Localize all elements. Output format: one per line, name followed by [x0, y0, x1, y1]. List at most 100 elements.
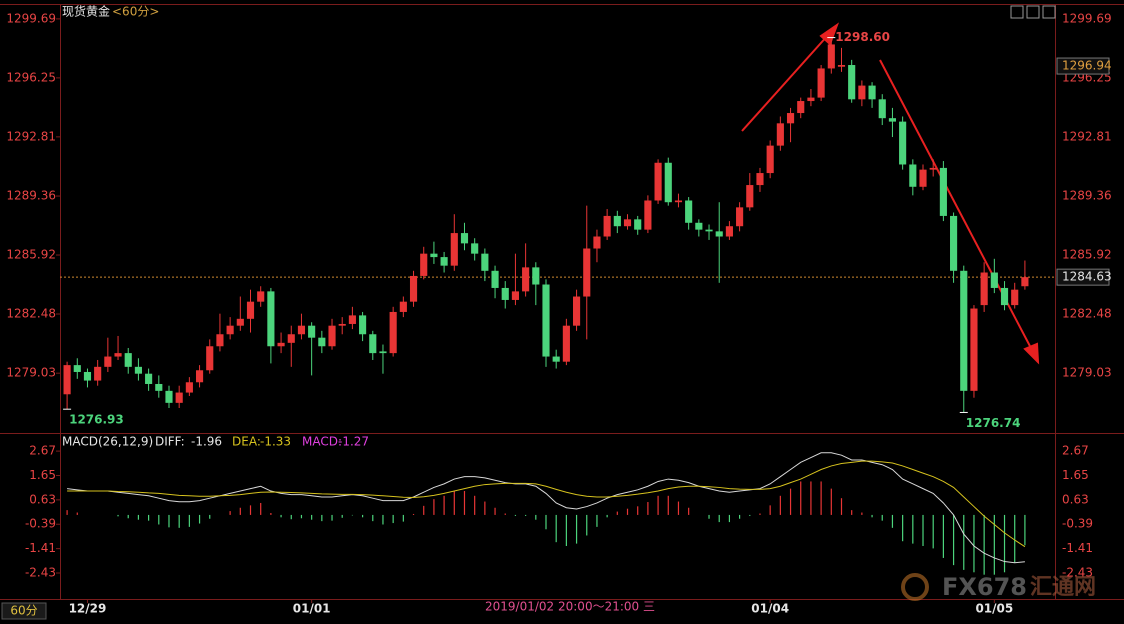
y-tick-label: 1296.25 [6, 70, 56, 84]
watermark: FX678 汇通网 [901, 573, 1096, 601]
candle-body [929, 167, 937, 170]
candle-body [736, 207, 744, 227]
diff-label: DIFF: [155, 435, 185, 449]
candle-body [267, 291, 275, 347]
candle-body [532, 267, 540, 285]
candle-body [817, 68, 825, 98]
candle-body [471, 243, 479, 254]
candle-body [725, 226, 733, 237]
candle-body [756, 173, 764, 186]
period-label: <60分> [112, 5, 159, 19]
diff-value: -1.96 [191, 435, 222, 449]
candle-body [124, 353, 132, 367]
dea-value: -1.33 [260, 435, 291, 449]
candle-body [654, 162, 662, 201]
last-price-label: 1284.63 [1062, 270, 1112, 284]
y-tick-label: -2.43 [25, 566, 56, 580]
y-tick-label: 1299.69 [1062, 11, 1112, 25]
candle-body [919, 169, 927, 187]
candle-body [583, 248, 591, 297]
watermark-brand: FX678 [942, 573, 1027, 601]
frame [0, 4, 1124, 600]
candle-body [776, 123, 784, 146]
y-tick-label: 1289.36 [1062, 189, 1112, 203]
y-tick-label: 1299.69 [6, 11, 56, 25]
y-tick-label: -1.41 [25, 541, 56, 555]
candle-body [481, 253, 489, 271]
candle-body [389, 311, 397, 354]
crosshair-label: 2019/01/02 20:00～21:00 三 [485, 600, 655, 614]
y-tick-label: -1.41 [1062, 541, 1093, 555]
toolbar [1010, 5, 1056, 19]
y-tick-label: 1279.03 [6, 366, 56, 380]
y-tick-label: 1.65 [29, 468, 56, 482]
price-marker-box [1056, 57, 1110, 75]
candle-body [175, 392, 183, 403]
candle-body [858, 85, 866, 100]
candle-body [185, 382, 193, 393]
candle-body [420, 253, 428, 276]
candle-body [807, 97, 815, 102]
candle-body [980, 272, 988, 306]
arrow-head [819, 22, 840, 46]
candle-body [226, 325, 234, 335]
candle-body [1011, 289, 1019, 306]
period-box[interactable] [1, 602, 47, 620]
candle-body [277, 342, 285, 347]
candle-body [246, 301, 255, 319]
candle-body [236, 318, 244, 326]
toolbar-button[interactable] [1042, 5, 1056, 19]
candle-body [94, 366, 102, 381]
candle-body [1000, 287, 1009, 306]
candle-body [939, 167, 947, 216]
watermark-logo [901, 573, 929, 601]
y-tick-label: -0.39 [25, 517, 56, 531]
candle-body [664, 162, 672, 203]
candle-body [695, 222, 703, 230]
candle-body [450, 233, 458, 266]
candle-body [573, 296, 581, 326]
candle-body [623, 219, 632, 227]
candle-body [379, 351, 387, 354]
candle-body [715, 231, 723, 237]
watermark-name: 汇通网 [1030, 575, 1096, 600]
annotation-label: 1298.60 [835, 30, 890, 44]
candle-body [990, 272, 998, 288]
candle-body [766, 145, 774, 174]
candle-body [491, 270, 499, 288]
candle-body [685, 200, 693, 223]
candle-body [848, 65, 856, 100]
candle-body [297, 325, 306, 335]
y-tick-label: -2.43 [1062, 566, 1093, 580]
candle-body [705, 229, 713, 232]
arrow-up [741, 33, 830, 132]
x-tick-label: 12/29 [69, 602, 107, 616]
toolbar-button[interactable] [1026, 5, 1040, 19]
candle-body [145, 373, 153, 384]
candle-body [369, 334, 377, 354]
candle-body [63, 365, 71, 395]
candle-body [827, 44, 835, 69]
last-price-box [1056, 268, 1110, 286]
candle-body [837, 65, 846, 67]
candle-body [878, 99, 886, 119]
x-tick-label: 01/01 [293, 602, 331, 616]
candle-body [634, 219, 642, 230]
candle-body [501, 287, 509, 300]
y-tick-label: 2.67 [1062, 444, 1089, 458]
period-box-label: 60分 [10, 604, 37, 618]
candle-body [195, 370, 204, 383]
y-tick-label: 2.67 [29, 444, 56, 458]
y-tick-label: 1292.81 [1062, 129, 1112, 143]
candle-body [114, 353, 122, 357]
candle-body [542, 284, 550, 357]
candle-body [552, 356, 560, 362]
candle-body [338, 323, 346, 326]
y-tick-label: 1279.03 [1062, 366, 1112, 380]
candle-body [613, 215, 621, 227]
toolbar-button[interactable] [1010, 5, 1024, 19]
candle-body [73, 365, 81, 372]
candle-body [308, 325, 316, 338]
